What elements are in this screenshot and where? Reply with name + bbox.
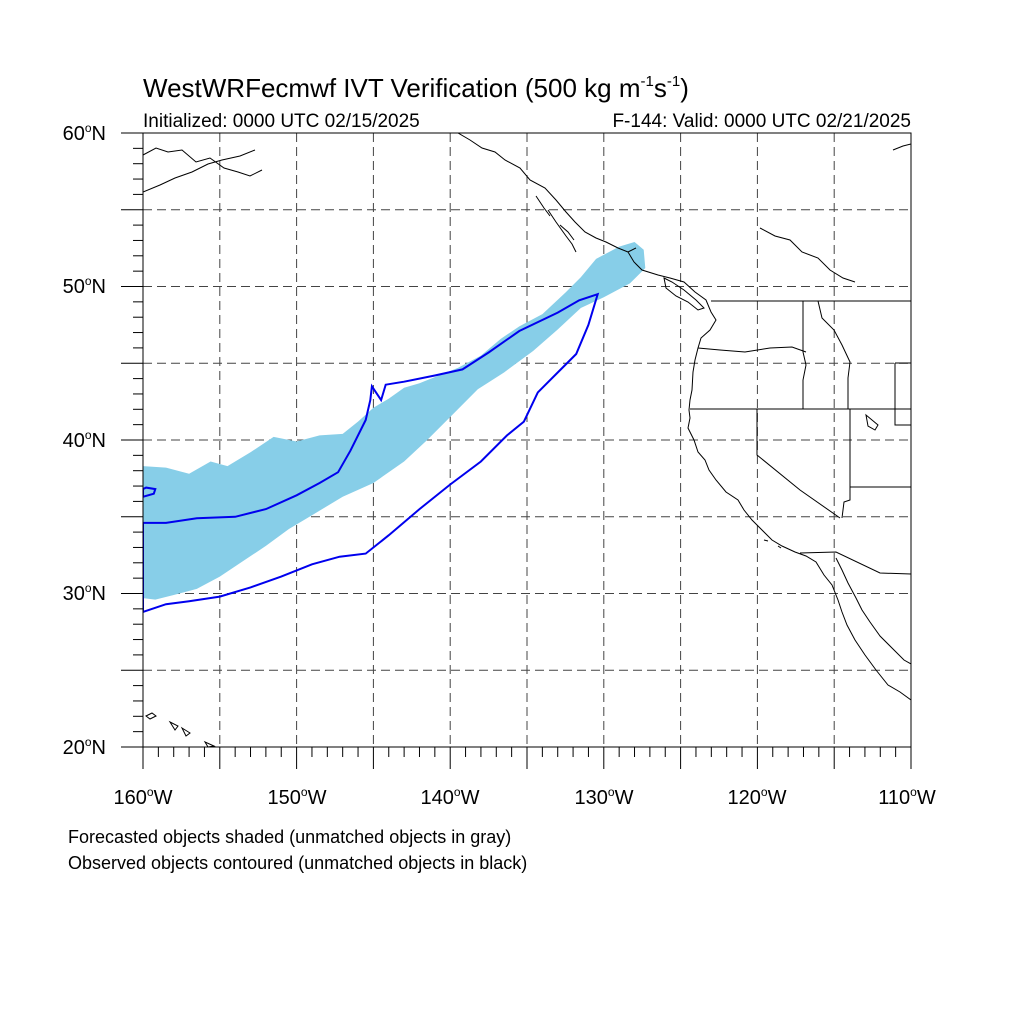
lat-label-40n: 40oN	[62, 428, 106, 452]
title-unit-s: s	[653, 73, 667, 103]
lat-label-20n: 20oN	[62, 735, 106, 759]
title-suffix: )	[680, 73, 689, 103]
alaska-panhandle-islands	[535, 195, 577, 253]
baja-california-coast	[835, 557, 911, 665]
nevada-california-border	[756, 409, 841, 519]
hawaii-islands	[145, 712, 216, 747]
lon-label-150w: 150oW	[267, 785, 327, 809]
lon-label-140w: 140oW	[420, 785, 480, 809]
oregon-washington-border	[697, 346, 807, 353]
alaska-bc-coast	[457, 133, 629, 253]
title-prefix: WestWRFecmwf IVT Verification (500 kg m	[143, 73, 641, 103]
chart-title: WestWRFecmwf IVT Verification (500 kg m-…	[143, 70, 689, 111]
title-exponent-2: -1	[666, 73, 681, 90]
lon-label-130w: 130oW	[574, 785, 634, 809]
title-exponent-1: -1	[640, 73, 654, 90]
wyoming-border	[894, 362, 911, 426]
forecast-ivt-object-shaded	[143, 242, 646, 600]
lat-label-30n: 30oN	[62, 581, 106, 605]
axis-ticks	[121, 132, 912, 769]
us-canada-inland	[759, 143, 911, 283]
graticule-gridlines	[143, 133, 911, 747]
lon-label-160w: 160oW	[113, 785, 173, 809]
montana-idaho-border	[817, 300, 851, 409]
idaho-border	[802, 301, 807, 409]
coastlines-and-borders	[143, 133, 911, 747]
vancouver-island	[663, 277, 705, 311]
observed-ivt-object-contour	[143, 292, 600, 613]
mexico-us-border	[799, 551, 911, 575]
valid-time: F-144: Valid: 0000 UTC 02/21/2025	[612, 111, 911, 132]
lon-label-120w: 120oW	[727, 785, 787, 809]
nevada-utah-border	[841, 409, 851, 519]
lat-label-50n: 50oN	[62, 274, 106, 298]
initialized-time: Initialized: 0000 UTC 02/15/2025	[143, 111, 420, 132]
note-forecast-shading: Forecasted objects shaded (unmatched obj…	[68, 827, 512, 847]
west-coast-coastline	[627, 247, 911, 701]
lon-label-110w: 110oW	[878, 785, 936, 809]
map-area	[143, 133, 911, 747]
lat-label-60n: 60oN	[62, 121, 106, 145]
alaska-peninsula	[143, 147, 263, 193]
channel-islands	[763, 539, 782, 549]
observed-ivt-small-object-contour	[143, 486, 157, 498]
lake-shape	[865, 413, 879, 431]
note-observed-contour: Observed objects contoured (unmatched ob…	[68, 853, 528, 873]
